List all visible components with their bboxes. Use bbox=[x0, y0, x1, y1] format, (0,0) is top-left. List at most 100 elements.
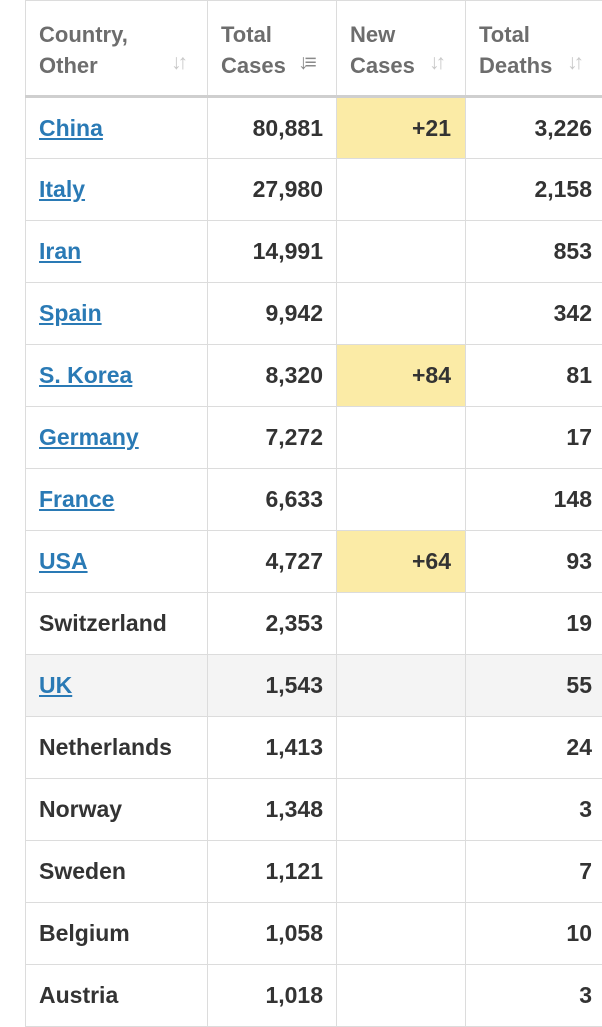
sort-both-icon[interactable]: ↓↑ bbox=[171, 51, 188, 74]
new-cases-cell: +21 bbox=[336, 96, 466, 159]
header-total-deaths-line1: Total bbox=[479, 22, 530, 47]
country-cell: Sweden bbox=[25, 840, 208, 903]
country-name: Austria bbox=[39, 982, 119, 1008]
total-cases-cell: 1,543 bbox=[207, 654, 337, 717]
new-cases-cell bbox=[336, 220, 466, 283]
table-body: China 80,881 +21 3,226 Italy 27,980 2,158 Iran 1… bbox=[25, 96, 602, 1027]
total-deaths-cell: 19 bbox=[465, 592, 602, 655]
table-row: Italy 27,980 2,158 bbox=[25, 158, 602, 221]
total-deaths-cell: 55 bbox=[465, 654, 602, 717]
header-country[interactable]: Country, Other ↓↑ bbox=[25, 0, 208, 98]
header-total-deaths[interactable]: Total Deaths ↓↑ bbox=[465, 0, 602, 98]
country-cell: Iran bbox=[25, 220, 208, 283]
total-cases-cell: 27,980 bbox=[207, 158, 337, 221]
total-deaths-cell: 3,226 bbox=[465, 96, 602, 159]
header-country-line1: Country, bbox=[39, 22, 128, 47]
table-row: UK 1,543 55 bbox=[25, 654, 602, 717]
country-link[interactable]: China bbox=[39, 114, 103, 141]
country-cell: Norway bbox=[25, 778, 208, 841]
country-cell: Netherlands bbox=[25, 716, 208, 779]
table-row: France 6,633 148 bbox=[25, 468, 602, 531]
total-cases-cell: 7,272 bbox=[207, 406, 337, 469]
header-total-cases-line1: Total bbox=[221, 22, 272, 47]
country-link[interactable]: Italy bbox=[39, 176, 86, 202]
country-cell: Austria bbox=[25, 964, 208, 1027]
total-cases-cell: 1,348 bbox=[207, 778, 337, 841]
country-cell: France bbox=[25, 468, 208, 531]
country-cell: Italy bbox=[25, 158, 208, 221]
country-name: Norway bbox=[39, 796, 123, 822]
total-cases-cell: 2,353 bbox=[207, 592, 337, 655]
total-cases-cell: 9,942 bbox=[207, 282, 337, 345]
header-new-cases-line2: Cases bbox=[350, 53, 415, 78]
total-deaths-cell: 3 bbox=[465, 778, 602, 841]
total-deaths-cell: 342 bbox=[465, 282, 602, 345]
country-link[interactable]: Spain bbox=[39, 300, 102, 326]
country-cell: UK bbox=[25, 654, 208, 717]
table-row: S. Korea 8,320 +84 81 bbox=[25, 344, 602, 407]
country-cell: Germany bbox=[25, 406, 208, 469]
table-row: Belgium 1,058 10 bbox=[25, 902, 602, 965]
sort-descending-icon[interactable]: ↓≡ bbox=[298, 51, 317, 74]
total-cases-cell: 1,413 bbox=[207, 716, 337, 779]
new-cases-cell bbox=[336, 716, 466, 779]
country-link[interactable]: Iran bbox=[39, 238, 82, 264]
table-row: Austria 1,018 3 bbox=[25, 964, 602, 1027]
country-cell: USA bbox=[25, 530, 208, 593]
total-deaths-cell: 3 bbox=[465, 964, 602, 1027]
total-cases-cell: 1,058 bbox=[207, 902, 337, 965]
new-cases-cell bbox=[336, 778, 466, 841]
total-deaths-cell: 7 bbox=[465, 840, 602, 903]
new-cases-cell bbox=[336, 158, 466, 221]
total-deaths-cell: 24 bbox=[465, 716, 602, 779]
country-link[interactable]: Germany bbox=[39, 424, 139, 450]
total-cases-cell: 1,121 bbox=[207, 840, 337, 903]
table-row: USA 4,727 +64 93 bbox=[25, 530, 602, 593]
country-name: Belgium bbox=[39, 920, 130, 946]
header-country-line2: Other bbox=[39, 53, 98, 78]
table-row: Germany 7,272 17 bbox=[25, 406, 602, 469]
header-new-cases-line1: New bbox=[350, 22, 396, 47]
country-cell: Switzerland bbox=[25, 592, 208, 655]
total-deaths-cell: 853 bbox=[465, 220, 602, 283]
header-total-cases-line2: Cases bbox=[221, 53, 286, 78]
table-header-row: Country, Other ↓↑ Total Cases ↓≡ New Cas… bbox=[25, 0, 602, 98]
country-cell: S. Korea bbox=[25, 344, 208, 407]
header-total-cases[interactable]: Total Cases ↓≡ bbox=[207, 0, 337, 98]
new-cases-cell bbox=[336, 468, 466, 531]
total-cases-cell: 80,881 bbox=[207, 96, 337, 159]
country-cell: Belgium bbox=[25, 902, 208, 965]
country-link[interactable]: USA bbox=[39, 548, 88, 574]
total-deaths-cell: 81 bbox=[465, 344, 602, 407]
sort-both-icon[interactable]: ↓↑ bbox=[567, 51, 584, 74]
header-new-cases[interactable]: New Cases ↓↑ bbox=[336, 0, 466, 98]
total-cases-cell: 8,320 bbox=[207, 344, 337, 407]
total-cases-cell: 4,727 bbox=[207, 530, 337, 593]
total-deaths-cell: 2,158 bbox=[465, 158, 602, 221]
new-cases-cell bbox=[336, 654, 466, 717]
total-deaths-cell: 148 bbox=[465, 468, 602, 531]
sort-both-icon[interactable]: ↓↑ bbox=[429, 51, 446, 74]
country-cell: China bbox=[25, 96, 208, 159]
new-cases-cell bbox=[336, 964, 466, 1027]
header-total-deaths-line2: Deaths bbox=[479, 53, 553, 78]
new-cases-cell bbox=[336, 282, 466, 345]
table-row: Iran 14,991 853 bbox=[25, 220, 602, 283]
new-cases-cell: +84 bbox=[336, 344, 466, 407]
country-cell: Spain bbox=[25, 282, 208, 345]
country-name: Sweden bbox=[39, 858, 126, 884]
table-row: China 80,881 +21 3,226 bbox=[25, 96, 602, 159]
total-cases-cell: 14,991 bbox=[207, 220, 337, 283]
country-name: Switzerland bbox=[39, 610, 167, 636]
country-link[interactable]: UK bbox=[39, 672, 73, 698]
table-row: Switzerland 2,353 19 bbox=[25, 592, 602, 655]
total-deaths-cell: 10 bbox=[465, 902, 602, 965]
country-link[interactable]: S. Korea bbox=[39, 362, 133, 388]
total-deaths-cell: 17 bbox=[465, 406, 602, 469]
table-row: Norway 1,348 3 bbox=[25, 778, 602, 841]
cases-table-container: Country, Other ↓↑ Total Cases ↓≡ New Cas… bbox=[25, 0, 602, 1027]
new-cases-cell: +64 bbox=[336, 530, 466, 593]
table-row: Sweden 1,121 7 bbox=[25, 840, 602, 903]
country-link[interactable]: France bbox=[39, 486, 115, 512]
new-cases-cell bbox=[336, 406, 466, 469]
